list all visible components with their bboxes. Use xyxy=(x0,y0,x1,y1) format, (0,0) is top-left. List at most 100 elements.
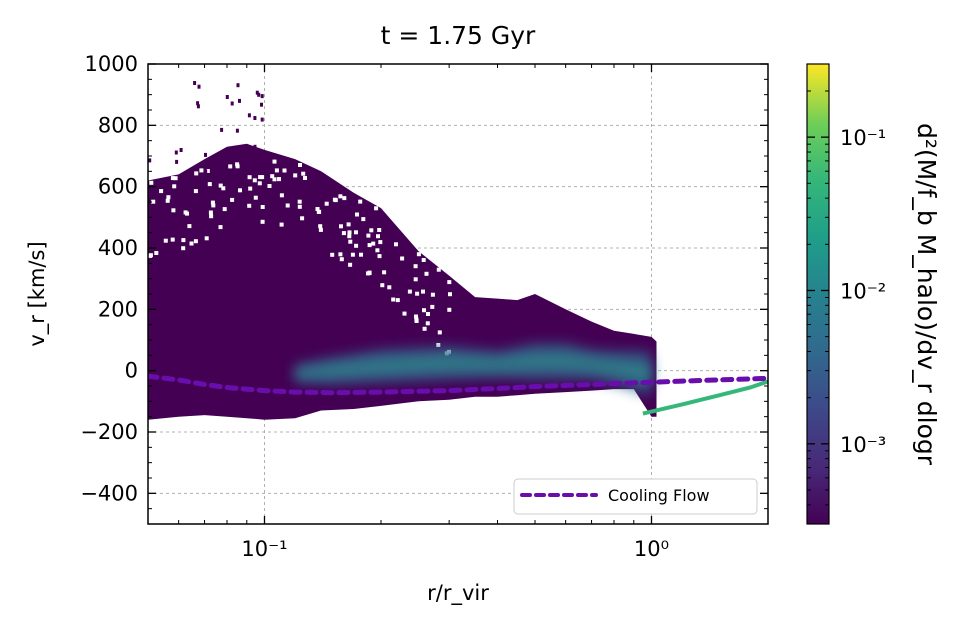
heatmap-gap xyxy=(402,311,407,316)
heatmap-gap xyxy=(425,321,430,326)
heatmap-gap xyxy=(293,173,298,178)
heatmap-outlier-cell xyxy=(253,144,257,149)
heatmap-gap xyxy=(407,289,412,294)
heatmap-gap xyxy=(247,175,252,180)
heatmap-gap xyxy=(301,171,306,176)
heatmap-gap xyxy=(272,159,277,164)
heatmap-outlier-cell xyxy=(230,101,234,106)
heatmap-gap xyxy=(208,210,213,215)
heatmap-gap xyxy=(371,241,376,246)
heatmap-gap xyxy=(413,264,418,269)
heatmap-gap xyxy=(238,188,242,193)
heatmap-gap xyxy=(165,198,170,203)
heatmap-gap xyxy=(279,193,284,198)
heatmap-gap xyxy=(354,243,359,248)
y-tick-label: −400 xyxy=(80,481,138,505)
heatmap-gap xyxy=(430,304,435,309)
heatmap-gap xyxy=(303,176,307,180)
heatmap-outlier-cell xyxy=(197,84,201,89)
colorbar-tick-label: 10⁻³ xyxy=(840,433,886,457)
heatmap-outlier-cell xyxy=(204,152,207,157)
heatmap-outlier-cell xyxy=(255,90,259,95)
heatmap-gap xyxy=(341,231,346,236)
cooling-flow-line xyxy=(148,373,768,396)
heatmap-gap xyxy=(377,254,382,259)
heatmap-gap xyxy=(260,219,265,224)
heatmap-gap xyxy=(426,312,430,316)
heatmap-outlier-cell xyxy=(257,92,261,97)
heatmap-gap xyxy=(415,291,420,296)
heatmap-gap xyxy=(159,189,164,194)
heatmap-gap xyxy=(361,217,366,222)
heatmap-gap xyxy=(149,180,154,185)
colorbar-ticks: 10⁻¹ 10⁻² 10⁻³ xyxy=(807,90,886,525)
heatmap-gap xyxy=(366,233,371,238)
heatmap-gap xyxy=(207,182,212,187)
heatmap-gap xyxy=(347,230,352,235)
heatmap-gap xyxy=(394,242,398,247)
colorbar-tick-label: 10⁻² xyxy=(840,279,886,303)
heatmap-outlier-cell xyxy=(260,94,264,99)
heatmap-gap xyxy=(317,209,322,214)
heatmap-gap xyxy=(374,206,379,211)
heatmap-gap xyxy=(248,186,253,191)
heatmap-gap xyxy=(221,186,226,191)
heatmap-gap xyxy=(282,168,287,173)
heatmap-gap xyxy=(348,262,353,267)
heatmap-gap xyxy=(447,307,452,312)
heatmap-outlier-cell xyxy=(179,148,183,152)
heatmap-gap xyxy=(355,212,359,217)
heatmap-outlier-cell xyxy=(236,83,240,88)
heatmap xyxy=(148,81,768,420)
heatmap-gap xyxy=(382,270,387,275)
heatmap-gap xyxy=(300,216,305,221)
heatmap-outlier-cell xyxy=(242,158,246,163)
heatmap-gap xyxy=(193,189,198,194)
heatmap-gap xyxy=(199,168,204,173)
heatmap-gap xyxy=(194,171,199,176)
heatmap-gap xyxy=(148,253,153,258)
heatmap-gap xyxy=(173,176,178,181)
heatmap-gap xyxy=(424,271,429,276)
cooling-flow-layer xyxy=(148,373,768,396)
colorbar: 10⁻¹ 10⁻² 10⁻³ d²(M/f_b M_halo)/dv_r dlogr xyxy=(806,63,941,525)
heatmap-outlier-cell xyxy=(174,150,178,155)
heatmap-gap xyxy=(416,252,421,257)
heatmap-gap xyxy=(218,183,223,188)
heatmap-outlier-cell xyxy=(199,163,203,168)
heatmap-gap xyxy=(218,225,223,230)
heatmap-gap xyxy=(166,195,171,200)
heatmap-gap xyxy=(260,205,265,209)
heatmap-outlier-cell xyxy=(246,161,250,166)
heatmap-gap xyxy=(376,234,380,239)
heatmap-gap xyxy=(395,298,400,303)
heatmap-outlier-cell xyxy=(225,148,229,153)
heatmap-outlier-cell xyxy=(253,160,257,164)
heatmap-gap xyxy=(330,252,335,257)
y-tick-label: 200 xyxy=(98,297,138,321)
heatmap-gap xyxy=(448,292,452,297)
heatmap-outlier-cell xyxy=(238,98,241,103)
heatmap-gap xyxy=(235,164,240,169)
heatmap-outlier-cell xyxy=(220,127,224,132)
heatmap-peak xyxy=(295,354,652,383)
heatmap-gap xyxy=(189,241,194,246)
heatmap-gap xyxy=(369,228,374,233)
heatmap-gap xyxy=(421,289,425,294)
heatmap-gap xyxy=(252,178,257,183)
heatmap-gap xyxy=(358,199,363,204)
chart-title: t = 1.75 Gyr xyxy=(381,21,536,50)
heatmap-gap xyxy=(346,222,351,227)
heatmap-gap xyxy=(318,224,323,229)
heatmap-gap xyxy=(274,168,279,173)
heatmap-gap xyxy=(378,240,383,245)
heatmap-gap xyxy=(414,314,418,319)
heatmap-outlier-cell xyxy=(253,116,257,120)
heatmap-gap xyxy=(230,197,235,202)
x-axis-label: r/r_vir xyxy=(427,581,489,606)
heatmap-gap xyxy=(342,196,347,201)
heatmap-gap xyxy=(270,174,275,179)
heatmap-gap xyxy=(447,280,452,285)
heatmap-gap xyxy=(187,224,192,229)
heatmap-gap xyxy=(277,177,281,182)
